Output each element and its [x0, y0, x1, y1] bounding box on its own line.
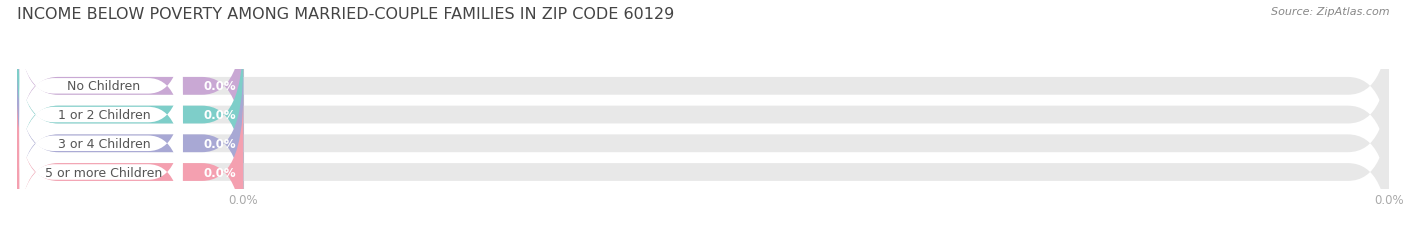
- Text: 0.0%: 0.0%: [204, 137, 236, 150]
- FancyBboxPatch shape: [17, 38, 1389, 192]
- Text: 5 or more Children: 5 or more Children: [45, 166, 163, 179]
- FancyBboxPatch shape: [17, 95, 1389, 231]
- FancyBboxPatch shape: [20, 109, 183, 231]
- FancyBboxPatch shape: [17, 9, 1389, 163]
- Text: Source: ZipAtlas.com: Source: ZipAtlas.com: [1271, 7, 1389, 17]
- FancyBboxPatch shape: [17, 38, 243, 192]
- Text: No Children: No Children: [67, 80, 141, 93]
- FancyBboxPatch shape: [17, 67, 243, 221]
- FancyBboxPatch shape: [17, 9, 243, 163]
- Text: 0.0%: 0.0%: [204, 80, 236, 93]
- FancyBboxPatch shape: [17, 95, 243, 231]
- Text: 3 or 4 Children: 3 or 4 Children: [58, 137, 150, 150]
- Text: 0.0%: 0.0%: [204, 109, 236, 122]
- Text: 0.0%: 0.0%: [204, 166, 236, 179]
- FancyBboxPatch shape: [20, 23, 183, 150]
- FancyBboxPatch shape: [17, 67, 1389, 221]
- Text: 1 or 2 Children: 1 or 2 Children: [58, 109, 150, 122]
- FancyBboxPatch shape: [20, 80, 183, 207]
- Text: INCOME BELOW POVERTY AMONG MARRIED-COUPLE FAMILIES IN ZIP CODE 60129: INCOME BELOW POVERTY AMONG MARRIED-COUPL…: [17, 7, 673, 22]
- FancyBboxPatch shape: [20, 51, 183, 179]
